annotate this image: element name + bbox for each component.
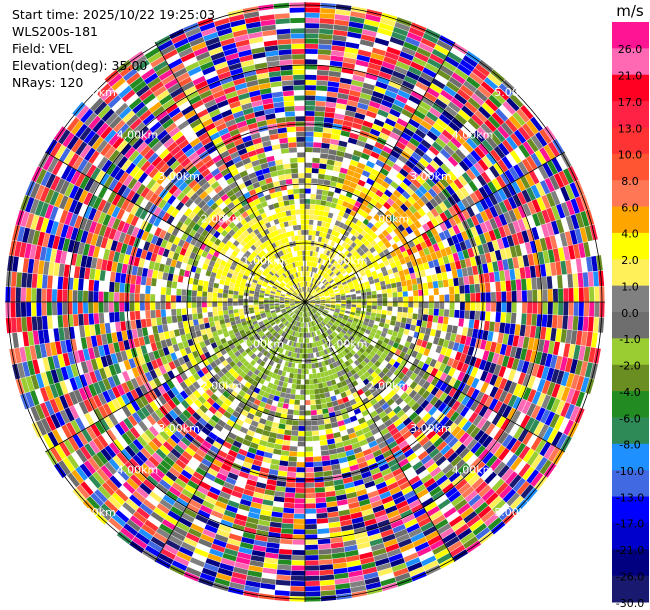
colorbar-block <box>612 443 649 471</box>
range-ring-label: 3.00km <box>410 422 452 435</box>
colorbar-tick-label: -8.0 <box>619 439 640 452</box>
colorbar-block <box>612 338 649 366</box>
colorbar-block <box>612 549 649 577</box>
colorbar-block <box>612 391 649 418</box>
colorbar-block <box>612 22 649 49</box>
colorbar-block <box>612 470 649 498</box>
range-ring-label: 4.00km <box>117 464 159 477</box>
azimuth-spoke <box>304 301 566 453</box>
range-ring-label: 1.00km <box>243 254 285 267</box>
colorbar-tick-label: -26.0 <box>616 570 644 583</box>
colorbar-block <box>612 101 649 128</box>
colorbar-tick-label: 8.0 <box>621 175 639 188</box>
range-ring-label: 3.00km <box>410 170 452 183</box>
colorbar-block <box>612 206 649 234</box>
range-ring-label: 1.00km <box>243 338 285 351</box>
velocity-gates <box>5 2 605 602</box>
colorbar-tick-label: 1.0 <box>621 280 639 293</box>
range-ring-label: 5.00km <box>74 506 116 519</box>
azimuth-spoke <box>154 41 306 303</box>
colorbar-block <box>612 259 649 287</box>
instrument-text: WLS200s-181 <box>12 24 98 39</box>
colorbar-tick-labels: 26.0 21.0 17.0 13.0 10.0 8.0 6.0 4.0 2.0 1.0 0.0 -1… <box>616 43 644 610</box>
azimuth-spoke <box>154 301 306 563</box>
azimuth-spoke <box>304 41 456 303</box>
elevation-text: Elevation(deg): 35.00 <box>12 58 148 73</box>
range-ring-label: 2.00km <box>201 213 243 226</box>
velocity-colorbar: m/s 26.0 21.0 17.0 13.0 10.0 8.0 6.0 4.0 2.0 1.0 0… <box>612 2 649 610</box>
colorbar-block <box>612 496 649 524</box>
range-ring-label: 5.00km <box>494 86 536 99</box>
colorbar-tick-label: 17.0 <box>618 96 643 109</box>
field-text: Field: VEL <box>12 41 73 56</box>
colorbar-block <box>612 153 649 181</box>
colorbar-tick-label: -17.0 <box>616 518 644 531</box>
range-ring-label: 2.00km <box>368 213 410 226</box>
nrays-text: NRays: 120 <box>12 75 84 90</box>
colorbar-block <box>612 522 649 550</box>
colorbar-tick-label: 6.0 <box>621 201 639 214</box>
range-ring-label: 3.00km <box>158 170 200 183</box>
start-time-text: Start time: 2025/10/22 19:25:03 <box>12 7 216 22</box>
scan-info: Start time: 2025/10/22 19:25:03 WLS200s-… <box>12 6 215 91</box>
azimuth-spoke <box>304 151 566 303</box>
azimuth-spoke <box>44 151 306 303</box>
colorbar-tick-label: -4.0 <box>619 386 640 399</box>
range-ring-label: 5.00km <box>494 506 536 519</box>
colorbar-tick-label: -1.0 <box>619 333 640 346</box>
azimuth-spoke <box>304 301 456 563</box>
colorbar-block <box>612 74 649 102</box>
range-ring-label: 5.00km <box>74 86 116 99</box>
colorbar-block <box>612 127 649 155</box>
colorbar-tick-label: -2.0 <box>619 360 640 373</box>
range-ring-labels: 1.00km 1.00km 1.00km 1.00km 2.00km 2.00km 2.00… <box>74 86 536 519</box>
colorbar-tick-label: 4.0 <box>621 228 639 241</box>
colorbar-block <box>612 48 649 76</box>
colorbar-tick-label: -13.0 <box>616 491 644 504</box>
colorbar-block <box>612 180 649 208</box>
colorbar-block <box>612 285 649 313</box>
colorbar-tick-label: -10.0 <box>616 465 644 478</box>
colorbar-block <box>612 575 649 603</box>
range-ring-label: 2.00km <box>368 379 410 392</box>
colorbar-tick-label: 13.0 <box>618 122 643 135</box>
colorbar-tick-label: -21.0 <box>616 544 644 557</box>
range-ring-label: 4.00km <box>117 128 159 141</box>
range-ring-label: 1.00km <box>326 254 368 267</box>
colorbar-block <box>612 417 649 445</box>
range-ring-label: 2.00km <box>201 379 243 392</box>
colorbar-tick-label: 2.0 <box>621 254 639 267</box>
colorbar-block <box>612 232 649 260</box>
range-ring-label: 3.00km <box>158 422 200 435</box>
colorbar-tick-label: 26.0 <box>618 43 643 56</box>
colorbar-tick-label: 0.0 <box>621 307 639 320</box>
colorbar-blocks <box>612 22 649 603</box>
range-ring-label: 4.00km <box>452 464 494 477</box>
radar-ppi-plot: 1.00km 1.00km 1.00km 1.00km 2.00km 2.00km 2.00… <box>5 2 605 602</box>
polar-grid <box>5 2 605 602</box>
colorbar-tick-label: -30.0 <box>616 597 644 610</box>
colorbar-block <box>612 364 649 392</box>
range-ring-label: 4.00km <box>452 128 494 141</box>
azimuth-spoke <box>44 301 306 453</box>
colorbar-tick-label: -6.0 <box>619 412 640 425</box>
colorbar-tick-label: 10.0 <box>618 149 643 162</box>
colorbar-unit: m/s <box>616 2 644 20</box>
colorbar-block <box>612 312 649 339</box>
colorbar-tick-label: 21.0 <box>618 70 643 83</box>
range-ring-label: 1.00km <box>326 338 368 351</box>
